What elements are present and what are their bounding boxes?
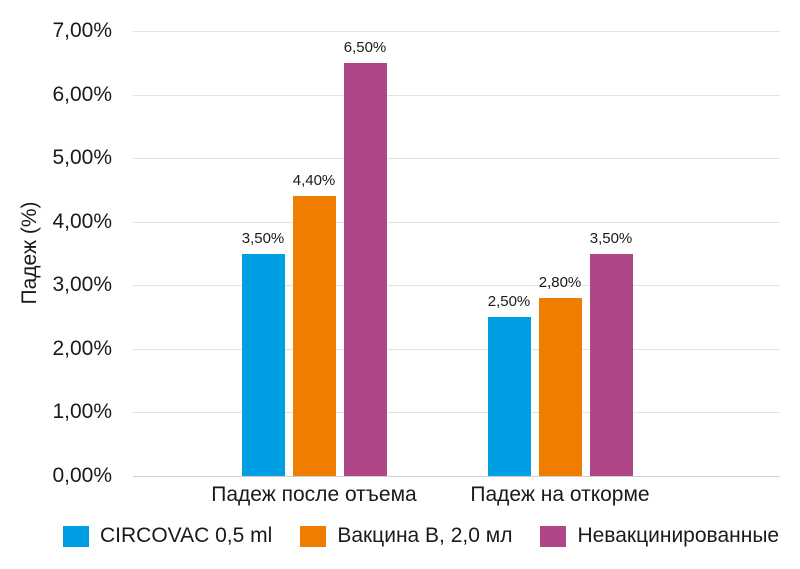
- y-tick-label: 6,00%: [52, 82, 112, 106]
- legend-label: Невакцинированные: [577, 524, 780, 547]
- gridline: [133, 412, 780, 414]
- y-axis-title: Падеж (%): [18, 201, 41, 305]
- gridline: [133, 348, 780, 350]
- bar: [343, 62, 387, 476]
- bar-value-label: 3,50%: [241, 229, 285, 247]
- legend-label: Вакцина B, 2,0 мл: [337, 524, 513, 547]
- category-label: Падеж после отъема: [211, 483, 417, 506]
- bar: [538, 298, 582, 476]
- y-tick-label: 1,00%: [52, 400, 112, 424]
- gridline: [133, 31, 780, 32]
- legend-item: Невакцинированные: [540, 524, 779, 548]
- gridline: [133, 285, 780, 287]
- y-tick-label: 2,00%: [52, 336, 112, 360]
- bar: [589, 253, 633, 476]
- category-label: Падеж на откорме: [470, 483, 650, 506]
- y-tick-label: 3,00%: [52, 273, 112, 297]
- legend-swatch: [300, 525, 327, 547]
- bar: [241, 253, 285, 476]
- y-tick-label: 4,00%: [52, 209, 112, 233]
- bar-value-label: 2,50%: [487, 293, 531, 311]
- legend: CIRCOVAC 0,5 ml Вакцина B, 2,0 мл Невакцин…: [63, 524, 779, 548]
- legend-swatch: [540, 525, 567, 547]
- bar-value-label: 6,50%: [343, 38, 387, 56]
- bar-value-label: 2,80%: [538, 274, 582, 291]
- gridline: [133, 94, 780, 96]
- y-tick-label: 5,00%: [52, 146, 112, 170]
- y-tick-label: 7,00%: [52, 19, 112, 42]
- legend-item: CIRCOVAC 0,5 ml: [63, 524, 272, 548]
- bar: [487, 317, 531, 476]
- bar-value-label: 4,40%: [292, 172, 336, 190]
- gridline: [133, 221, 780, 223]
- axis-baseline: [133, 476, 780, 477]
- bar-value-label: 3,50%: [589, 229, 633, 247]
- bar: [292, 196, 336, 476]
- gridline: [133, 158, 780, 160]
- legend-swatch: [63, 525, 89, 547]
- y-tick-label: 0,00%: [52, 464, 112, 487]
- legend-label: CIRCOVAC 0,5 ml: [100, 524, 273, 547]
- legend-item: Вакцина B, 2,0 мл: [300, 524, 512, 548]
